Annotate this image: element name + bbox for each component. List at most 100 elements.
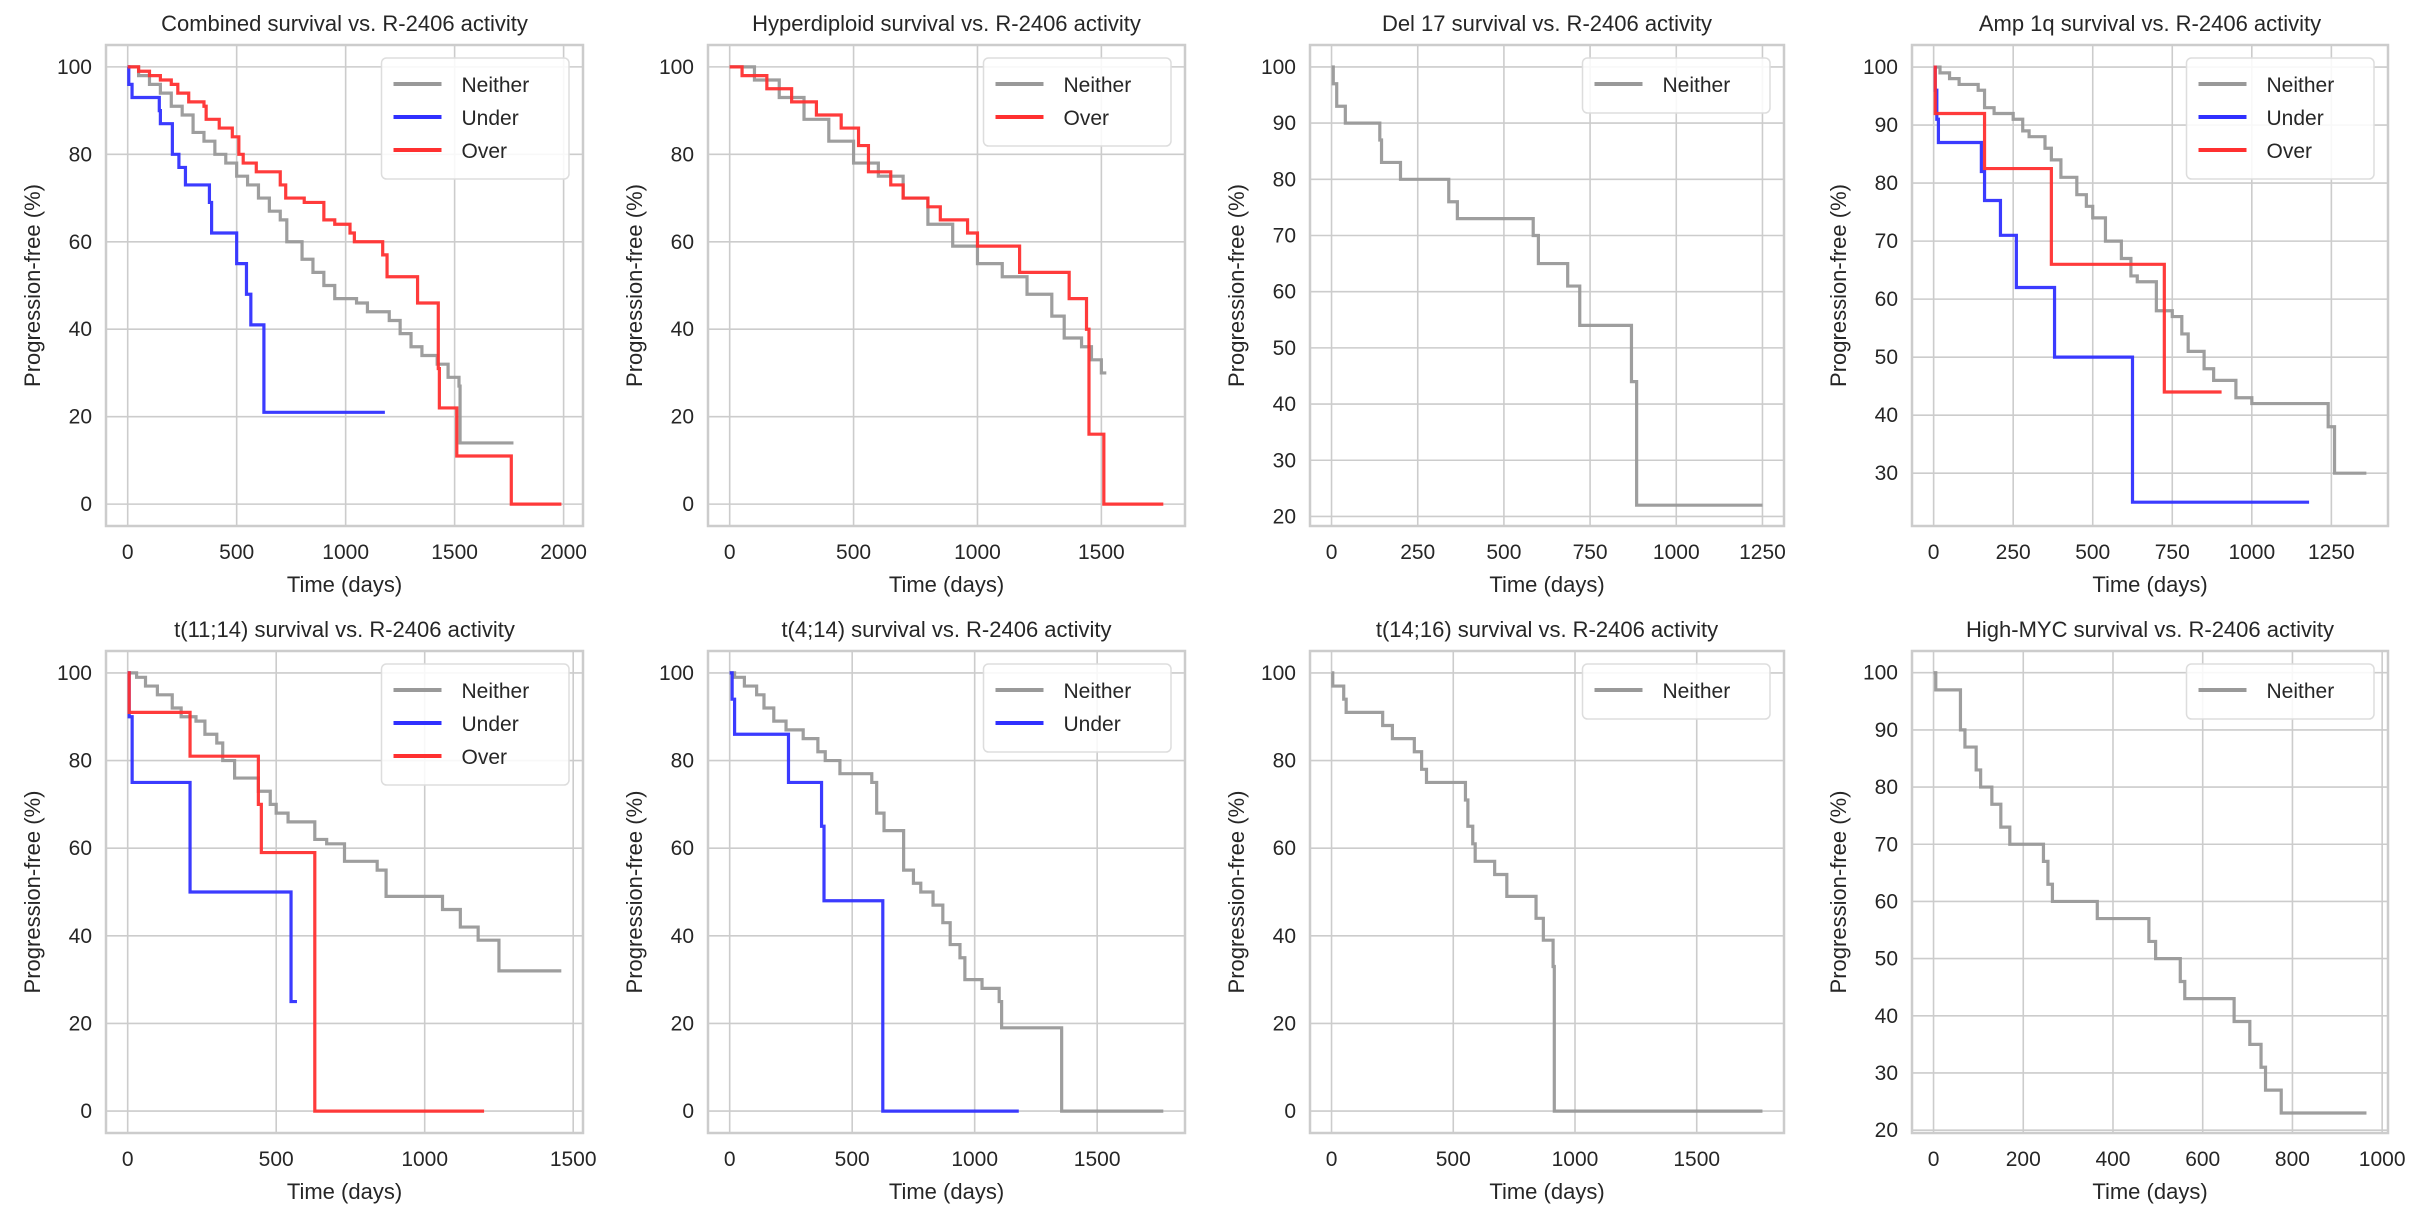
- chart-panel: 0 500 1000 1500 0 20 40 60 80 100 t(4;14) survival…: [622, 617, 1187, 1204]
- legend-box: [2185, 663, 2375, 720]
- legend-label: Neither: [1064, 680, 1132, 703]
- x-axis-label: Time (days): [287, 572, 402, 597]
- x-tick-label: 500: [1436, 1148, 1471, 1171]
- x-axis-label: Time (days): [1489, 572, 1604, 597]
- x-tick-label: 250: [1400, 541, 1435, 564]
- legend-label: Neither: [1663, 680, 1731, 703]
- km-curve-neither: [1331, 65, 1763, 507]
- chart-title: Del 17 survival vs. R-2406 activity: [1382, 11, 1712, 36]
- km-curve-over: [127, 671, 485, 1113]
- y-axis-label: Progression-free (%): [1826, 184, 1851, 387]
- x-tick-label: 600: [2185, 1148, 2220, 1171]
- x-tick-label: 200: [2006, 1148, 2041, 1171]
- km-curve-over: [127, 65, 562, 506]
- y-tick-label: 60: [1273, 281, 1296, 304]
- axes-frame: [1308, 649, 1786, 1135]
- legend-label: Under: [1064, 713, 1121, 736]
- y-tick-label: 100: [1261, 662, 1296, 685]
- km-curve-over: [1933, 65, 2222, 394]
- y-tick-label: 40: [1875, 1005, 1898, 1028]
- x-tick-label: 1000: [1552, 1148, 1599, 1171]
- km-curve-neither: [1331, 671, 1763, 1113]
- chart-title: t(4;14) survival vs. R-2406 activity: [781, 617, 1111, 642]
- km-curve-neither: [1933, 65, 2367, 475]
- axes-frame: [104, 649, 585, 1135]
- x-tick-label: 1000: [2228, 541, 2275, 564]
- y-tick-label: 20: [69, 1012, 92, 1035]
- y-tick-label: 80: [1273, 750, 1296, 773]
- x-tick-label: 1000: [951, 1148, 998, 1171]
- y-tick-label: 20: [1273, 1012, 1296, 1035]
- y-tick-label: 0: [1284, 1100, 1296, 1123]
- legend-box: [982, 57, 1172, 147]
- x-tick-label: 400: [2095, 1148, 2130, 1171]
- y-tick-label: 80: [1273, 168, 1296, 191]
- y-tick-label: 100: [57, 662, 92, 685]
- legend-box: [1581, 57, 1771, 114]
- chart-title: Hyperdiploid survival vs. R-2406 activit…: [752, 11, 1141, 36]
- y-tick-label: 80: [69, 143, 92, 166]
- x-tick-label: 500: [2075, 541, 2110, 564]
- y-tick-label: 80: [671, 143, 694, 166]
- y-axis-label: Progression-free (%): [622, 791, 647, 994]
- legend-box: [1581, 663, 1771, 720]
- x-tick-label: 0: [122, 1148, 134, 1171]
- km-curve-under: [127, 671, 297, 1004]
- y-tick-label: 60: [1273, 837, 1296, 860]
- chart-panel: 0 500 1000 1500 0 20 40 60 80 100 Hyperdiploid sur…: [622, 11, 1187, 597]
- legend: Neither Under: [982, 663, 1172, 753]
- legend: Neither: [2185, 663, 2375, 720]
- x-tick-label: 0: [1928, 1148, 1940, 1171]
- x-tick-label: 1000: [2359, 1148, 2406, 1171]
- legend-label: Neither: [1064, 74, 1132, 97]
- x-tick-label: 500: [836, 541, 871, 564]
- axes-frame: [706, 43, 1187, 528]
- y-axis-label: Progression-free (%): [20, 791, 45, 994]
- x-tick-label: 800: [2275, 1148, 2310, 1171]
- chart-panel: 0 250 500 750 1000 1250 20 30 40 50 60 70 80 90 100 Del…: [1224, 11, 1786, 597]
- legend: Neither: [1581, 57, 1771, 114]
- legend-label: Over: [462, 140, 508, 163]
- y-tick-label: 100: [659, 56, 694, 79]
- legend-label: Under: [2267, 107, 2324, 130]
- y-tick-label: 0: [80, 493, 92, 516]
- x-axis-label: Time (days): [889, 572, 1004, 597]
- y-tick-label: 0: [682, 493, 694, 516]
- y-tick-label: 50: [1273, 337, 1296, 360]
- x-tick-label: 0: [724, 1148, 736, 1171]
- x-tick-label: 2000: [540, 541, 587, 564]
- x-tick-label: 1500: [1673, 1148, 1720, 1171]
- y-tick-label: 20: [1273, 505, 1296, 528]
- y-tick-label: 90: [1273, 112, 1296, 135]
- legend-label: Over: [1064, 107, 1110, 130]
- y-axis-label: Progression-free (%): [1826, 791, 1851, 994]
- legend: Neither Under Over: [380, 57, 570, 180]
- y-tick-label: 80: [69, 750, 92, 773]
- legend-label: Neither: [2267, 680, 2335, 703]
- x-axis-label: Time (days): [1489, 1179, 1604, 1204]
- chart-title: Amp 1q survival vs. R-2406 activity: [1979, 11, 2321, 36]
- x-tick-label: 1250: [2308, 541, 2355, 564]
- y-tick-label: 100: [1863, 662, 1898, 685]
- km-curve-neither: [729, 671, 1164, 1113]
- km-curve-neither: [729, 65, 1107, 375]
- x-axis-label: Time (days): [287, 1179, 402, 1204]
- x-tick-label: 750: [1573, 541, 1608, 564]
- y-tick-label: 70: [1273, 224, 1296, 247]
- y-tick-label: 80: [671, 750, 694, 773]
- y-tick-label: 80: [1875, 776, 1898, 799]
- y-tick-label: 30: [1875, 1062, 1898, 1085]
- x-tick-label: 750: [2155, 541, 2190, 564]
- x-tick-label: 1000: [401, 1148, 448, 1171]
- y-tick-label: 30: [1273, 449, 1296, 472]
- y-tick-label: 40: [1273, 393, 1296, 416]
- x-tick-label: 500: [1486, 541, 1521, 564]
- legend-label: Under: [462, 713, 519, 736]
- km-curve-under: [127, 65, 385, 414]
- y-tick-label: 50: [1875, 346, 1898, 369]
- legend-box: [982, 663, 1172, 753]
- axes-frame: [706, 649, 1187, 1135]
- y-axis-label: Progression-free (%): [1224, 791, 1249, 994]
- x-tick-label: 1000: [954, 541, 1001, 564]
